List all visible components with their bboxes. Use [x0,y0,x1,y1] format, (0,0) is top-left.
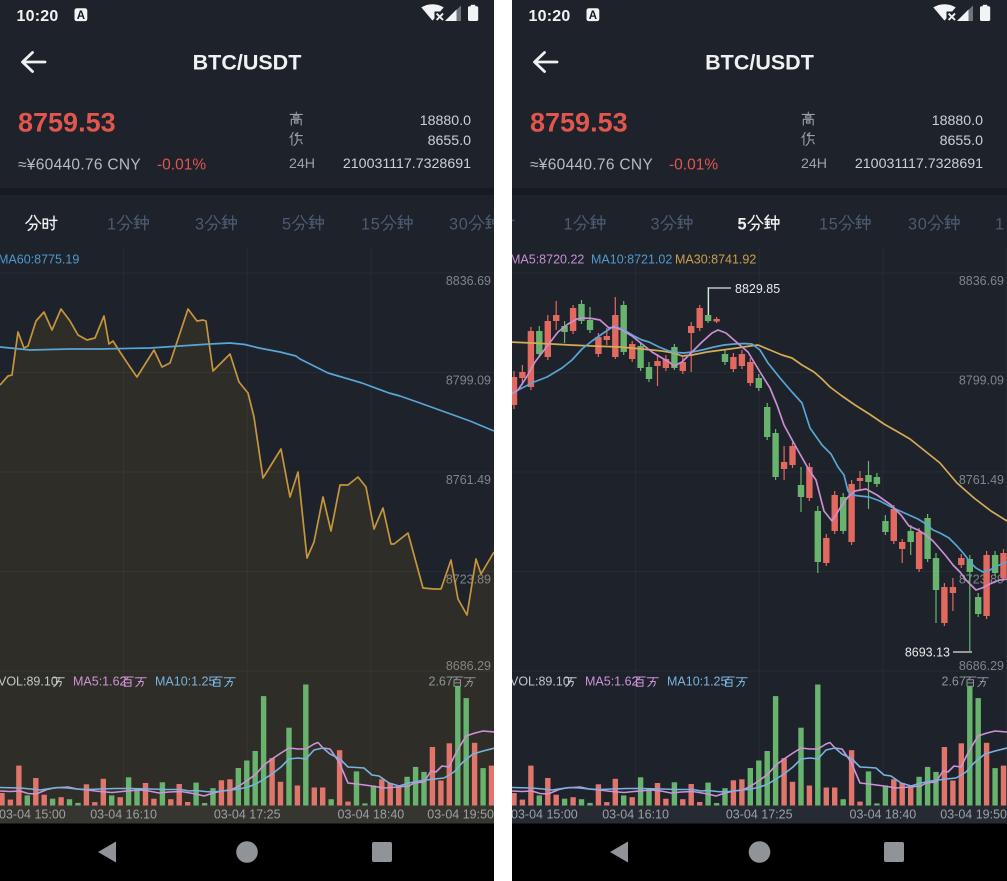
svg-text:MA5:1.62: MA5:1.62 [585,675,639,689]
svg-text:3: 3 [908,216,917,234]
svg-text:8693.13: 8693.13 [905,646,950,660]
svg-text:≈¥60440.76 CNY: ≈¥60440.76 CNY [18,157,141,174]
svg-text:8799.09: 8799.09 [959,374,1004,388]
svg-text:10:20: 10:20 [17,8,59,25]
svg-text:≈¥60440.76 CNY: ≈¥60440.76 CNY [530,157,653,174]
svg-text:5: 5 [829,216,838,234]
svg-text:5: 5 [738,216,747,234]
svg-text:0: 0 [918,216,927,234]
svg-text:18880.0: 18880.0 [420,113,471,129]
svg-text:MA10:8721.02: MA10:8721.02 [591,253,672,267]
svg-text:VOL:89.10: VOL:89.10 [512,675,570,689]
svg-text:03-04 19:50: 03-04 19:50 [940,808,1007,822]
svg-text:24H: 24H [289,156,315,172]
svg-text:3: 3 [195,216,204,234]
svg-text:1: 1 [819,216,828,234]
svg-text:2.67: 2.67 [429,675,453,689]
svg-text:1: 1 [564,216,573,234]
svg-text:8829.85: 8829.85 [735,282,780,296]
svg-text:8836.69: 8836.69 [959,274,1004,288]
svg-text:18880.0: 18880.0 [932,113,983,129]
svg-text:8759.53: 8759.53 [530,108,628,138]
svg-text:8761.49: 8761.49 [446,473,491,487]
svg-text:MA30:8741.92: MA30:8741.92 [675,253,756,267]
svg-text:210031117.7328691: 210031117.7328691 [855,156,983,172]
svg-text:24H: 24H [801,156,827,172]
svg-text:03-04 16:10: 03-04 16:10 [602,808,669,822]
svg-text:1: 1 [107,216,116,234]
svg-text:03-04 16:10: 03-04 16:10 [90,808,157,822]
svg-text:03-04 17:25: 03-04 17:25 [726,808,793,822]
svg-text:MA5:8720.22: MA5:8720.22 [512,253,584,267]
svg-text:03-04 15:00: 03-04 15:00 [0,808,66,822]
svg-text:8759.53: 8759.53 [18,108,116,138]
svg-text:A: A [589,10,597,22]
svg-text:8655.0: 8655.0 [428,133,472,149]
svg-text:03-04 18:40: 03-04 18:40 [850,808,917,822]
svg-text:0: 0 [459,216,468,234]
svg-text:8761.49: 8761.49 [959,473,1004,487]
svg-text:VOL:89.10: VOL:89.10 [0,675,58,689]
svg-text:-0.01%: -0.01% [157,157,206,174]
svg-text:3: 3 [651,216,660,234]
svg-text:5: 5 [282,216,291,234]
svg-text:MA10:1.25: MA10:1.25 [155,675,216,689]
svg-text:8799.09: 8799.09 [446,374,491,388]
svg-text:03-04 15:00: 03-04 15:00 [512,808,578,822]
svg-text:3: 3 [449,216,458,234]
svg-text:1: 1 [995,216,1004,234]
svg-text:10:20: 10:20 [529,8,571,25]
svg-text:BTC/USDT: BTC/USDT [705,51,814,75]
svg-text:BTC/USDT: BTC/USDT [193,51,302,75]
svg-text:MA5:1.62: MA5:1.62 [73,675,127,689]
svg-text:8686.29: 8686.29 [446,659,491,673]
svg-text:8723.89: 8723.89 [446,573,491,587]
svg-text:03-04 18:40: 03-04 18:40 [338,808,405,822]
svg-text:1: 1 [361,216,370,234]
svg-text:2.67: 2.67 [942,675,966,689]
svg-text:03-04 19:50: 03-04 19:50 [427,808,494,822]
svg-text:210031117.7328691: 210031117.7328691 [343,156,471,172]
svg-text:MA10:1.25: MA10:1.25 [667,675,728,689]
svg-text:8655.0: 8655.0 [940,133,984,149]
svg-text:5: 5 [371,216,380,234]
svg-text:MA60:8775.19: MA60:8775.19 [0,253,79,267]
svg-text:A: A [77,10,85,22]
svg-text:03-04 17:25: 03-04 17:25 [214,808,281,822]
svg-text:8836.69: 8836.69 [446,274,491,288]
svg-text:-0.01%: -0.01% [669,157,718,174]
svg-text:8686.29: 8686.29 [959,659,1004,673]
